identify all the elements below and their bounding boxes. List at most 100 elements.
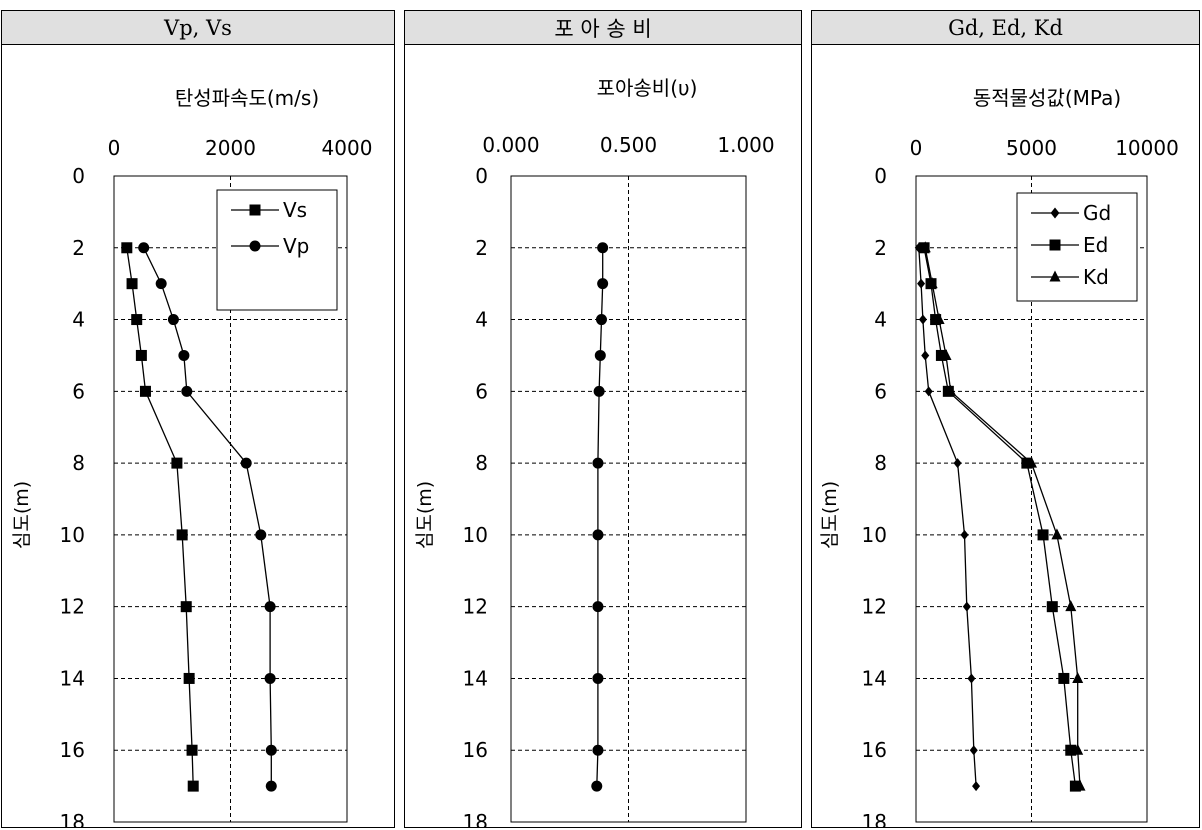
x-tick-label: 2000 xyxy=(205,136,256,160)
data-point xyxy=(1069,780,1081,792)
legend-box xyxy=(1016,192,1138,302)
data-point xyxy=(131,314,143,326)
y-tick-label: 16 xyxy=(862,738,887,762)
panel-header: 포 아 송 비 xyxy=(405,11,801,45)
y-tick-label: 14 xyxy=(60,666,85,690)
y-tick-label: 18 xyxy=(862,810,887,827)
data-point xyxy=(595,314,607,326)
chart-svg: 동적물성값(MPa) 0 5000 10000 0 2 4 6 8 10 12 14 16 18 심도(m)… xyxy=(819,86,1179,827)
data-point xyxy=(265,744,277,756)
data-point xyxy=(921,350,930,361)
data-point xyxy=(592,529,604,541)
data-point xyxy=(960,529,969,540)
data-point xyxy=(138,242,150,254)
legend-label: Ed xyxy=(1083,233,1108,257)
legend-marker xyxy=(249,204,261,216)
data-point xyxy=(155,278,167,290)
data-point xyxy=(265,780,277,792)
legend-label: Vp xyxy=(283,234,309,258)
legend-label: Kd xyxy=(1083,265,1109,289)
x-tick-label: 1.000 xyxy=(717,133,774,157)
data-point xyxy=(183,672,195,684)
data-point xyxy=(135,349,147,361)
legend: Vs Vp xyxy=(216,189,338,311)
data-point xyxy=(126,278,138,290)
data-point xyxy=(1058,672,1070,684)
data-point xyxy=(919,241,931,253)
data-point xyxy=(180,601,192,613)
x-tick-label: 0 xyxy=(108,136,121,160)
x-tick-label: 0 xyxy=(910,136,923,160)
data-point xyxy=(592,744,604,756)
data-point xyxy=(597,242,609,254)
y-tick-label: 14 xyxy=(463,666,488,690)
y-tick-label: 16 xyxy=(60,738,85,762)
y-tick-label: 16 xyxy=(463,738,488,762)
data-point xyxy=(1074,779,1086,791)
data-point xyxy=(139,385,151,397)
data-point xyxy=(593,385,605,397)
x-tick-label: 10000 xyxy=(1115,136,1179,160)
legend-label: Vs xyxy=(283,198,307,222)
data-point xyxy=(176,529,188,541)
data-point xyxy=(240,457,252,469)
velocity-chart: 탄성파속도(m/s) 0 2000 4000 0 2 4 6 8 10 12 14 16 18 심도(m) V… xyxy=(2,45,394,827)
y-tick-label: 10 xyxy=(862,523,887,547)
x-tick-label: 0.000 xyxy=(482,133,539,157)
y-tick-label: 4 xyxy=(475,308,488,332)
y-tick-label: 2 xyxy=(874,236,887,260)
legend-label: Gd xyxy=(1083,201,1111,225)
legend-marker xyxy=(1049,270,1061,282)
data-point xyxy=(926,277,938,289)
y-axis-label: 심도(m) xyxy=(11,481,33,549)
data-point xyxy=(592,457,604,469)
data-point xyxy=(264,601,276,613)
data-point xyxy=(935,349,947,361)
legend-marker xyxy=(1049,239,1061,251)
data-point xyxy=(178,349,190,361)
panel-dynamic: Gd, Ed, Kd 동적물성값(MPa) 0 5000 10000 0 2 4 6 8 10 12… xyxy=(811,10,1200,828)
data-point xyxy=(1046,601,1058,613)
data-point xyxy=(1072,743,1084,755)
data-point xyxy=(1072,671,1084,683)
data-point xyxy=(1065,744,1077,756)
data-point xyxy=(967,673,976,684)
chart-title: 포아송비(υ) xyxy=(597,76,698,100)
data-point xyxy=(255,529,267,541)
chart-svg: 포아송비(υ) 0.000 0.500 1.000 0 2 4 6 8 10 12 14 16 18 심도(… xyxy=(414,76,775,827)
chart-title: 동적물성값(MPa) xyxy=(973,86,1121,110)
y-tick-label: 6 xyxy=(72,379,85,403)
data-point xyxy=(924,386,933,397)
data-point xyxy=(597,278,609,290)
panel-velocity: Vp, Vs 탄성파속도(m/s) 0 2000 4000 0 2 4 6 8 10 12 14 16 1… xyxy=(1,10,395,828)
x-tick-label: 4000 xyxy=(322,136,373,160)
data-point xyxy=(918,314,927,325)
panel-poisson: 포 아 송 비 포아송비(υ) 0.000 0.500 1.000 0 2 4 6 8 10 12 1… xyxy=(404,10,802,828)
data-point xyxy=(1037,529,1049,541)
y-tick-label: 0 xyxy=(475,164,488,188)
y-tick-label: 12 xyxy=(463,595,488,619)
data-point xyxy=(1026,456,1037,468)
data-point xyxy=(972,781,981,792)
y-tick-label: 4 xyxy=(874,308,887,332)
data-point xyxy=(591,780,603,792)
chart-title: 탄성파속도(m/s) xyxy=(175,86,319,110)
data-point xyxy=(167,314,179,326)
series-Vs xyxy=(121,242,199,792)
y-axis-label: 심도(m) xyxy=(414,481,436,549)
y-tick-label: 18 xyxy=(60,810,85,827)
data-point xyxy=(945,384,957,396)
y-tick-label: 6 xyxy=(874,379,887,403)
data-point xyxy=(917,278,926,289)
data-point xyxy=(933,313,945,325)
data-point xyxy=(940,348,952,360)
data-point xyxy=(962,601,971,612)
legend-box xyxy=(216,189,338,311)
panel-header: Gd, Ed, Kd xyxy=(812,11,1199,45)
data-point xyxy=(930,314,942,326)
y-tick-label: 10 xyxy=(463,523,488,547)
y-tick-label: 8 xyxy=(874,451,887,475)
data-point xyxy=(592,672,604,684)
chart-svg: 탄성파속도(m/s) 0 2000 4000 0 2 4 6 8 10 12 14 16 18 심도(m) V… xyxy=(11,86,373,827)
y-tick-label: 0 xyxy=(72,164,85,188)
